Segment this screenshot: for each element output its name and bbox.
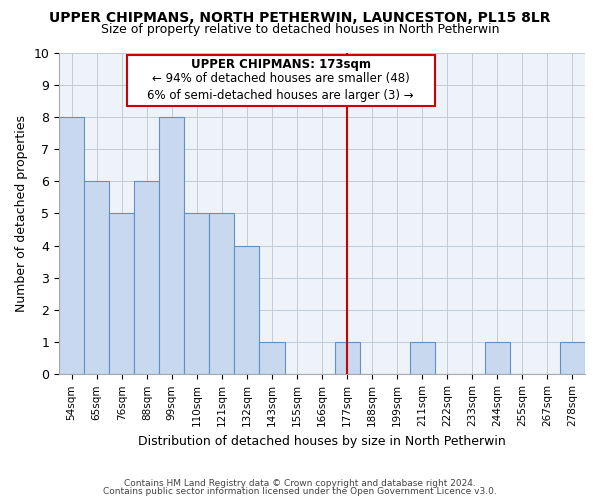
Text: Contains HM Land Registry data © Crown copyright and database right 2024.: Contains HM Land Registry data © Crown c… xyxy=(124,478,476,488)
Bar xyxy=(335,342,359,374)
Text: UPPER CHIPMANS, NORTH PETHERWIN, LAUNCESTON, PL15 8LR: UPPER CHIPMANS, NORTH PETHERWIN, LAUNCES… xyxy=(49,12,551,26)
Bar xyxy=(109,214,134,374)
Bar xyxy=(560,342,585,374)
Text: UPPER CHIPMANS: 173sqm: UPPER CHIPMANS: 173sqm xyxy=(191,58,371,71)
Text: Size of property relative to detached houses in North Petherwin: Size of property relative to detached ho… xyxy=(101,24,499,36)
Bar xyxy=(259,342,284,374)
Bar xyxy=(160,117,184,374)
Y-axis label: Number of detached properties: Number of detached properties xyxy=(15,115,28,312)
Bar xyxy=(485,342,510,374)
Bar xyxy=(235,246,259,374)
Bar xyxy=(410,342,435,374)
Bar xyxy=(184,214,209,374)
FancyBboxPatch shape xyxy=(127,55,435,106)
Text: Contains public sector information licensed under the Open Government Licence v3: Contains public sector information licen… xyxy=(103,487,497,496)
X-axis label: Distribution of detached houses by size in North Petherwin: Distribution of detached houses by size … xyxy=(138,434,506,448)
Text: 6% of semi-detached houses are larger (3) →: 6% of semi-detached houses are larger (3… xyxy=(148,90,414,102)
Bar xyxy=(134,181,160,374)
Bar xyxy=(59,117,84,374)
Text: ← 94% of detached houses are smaller (48): ← 94% of detached houses are smaller (48… xyxy=(152,72,410,86)
Bar xyxy=(209,214,235,374)
Bar xyxy=(84,181,109,374)
